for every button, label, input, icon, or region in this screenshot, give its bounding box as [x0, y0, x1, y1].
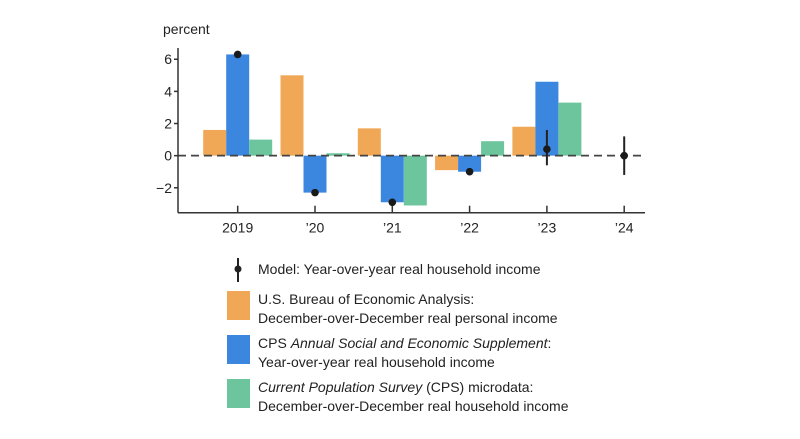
legend-cps-line2: December-over-December real household in… — [258, 398, 569, 414]
y-tick-label: 6 — [164, 51, 172, 67]
bar-bea-1 — [280, 75, 304, 156]
y-tick-label: 2 — [164, 116, 172, 132]
bar-asec-0 — [226, 54, 250, 156]
legend-asec-pre: CPS — [258, 335, 291, 351]
legend-bea-label: U.S. Bureau of Economic Analysis: Decemb… — [258, 290, 558, 328]
model-point-0 — [233, 50, 242, 59]
legend-bea-line1: U.S. Bureau of Economic Analysis: — [258, 291, 475, 307]
bar-cps-3 — [481, 141, 505, 156]
x-tick-label: 2019 — [222, 220, 253, 236]
legend-cps-italic: Current Population Survey — [258, 379, 423, 395]
legend-model-label: Model: Year-over-year real household inc… — [258, 261, 541, 277]
bar-asec-1 — [303, 155, 327, 193]
model-point-3 — [465, 167, 474, 176]
legend-cps-swatch — [227, 379, 250, 408]
legend-asec-post: : — [547, 335, 552, 351]
x-tick-label: ’21 — [383, 220, 402, 236]
model-point-4 — [543, 145, 551, 154]
bar-cps-4 — [558, 102, 582, 156]
legend-bea-swatch — [227, 291, 250, 320]
model-point-1 — [311, 188, 319, 197]
y-tick-label: 0 — [164, 148, 172, 164]
bar-asec-2 — [380, 155, 404, 203]
legend-cps-label: Current Population Survey (CPS) microdat… — [258, 378, 568, 416]
legend-asec-line2: Year-over-year real household income — [258, 354, 495, 370]
bar-cps-0 — [249, 139, 273, 156]
bar-asec-3 — [458, 155, 482, 172]
legend-bea-line2: December-over-December real personal inc… — [258, 310, 558, 326]
bar-asec-4 — [535, 81, 559, 156]
model-point-5 — [620, 151, 628, 160]
bar-bea-3 — [435, 155, 459, 171]
bar-cps-1 — [326, 153, 350, 156]
model-point-2 — [388, 198, 397, 207]
bar-bea-2 — [357, 128, 381, 156]
x-tick-label: ’22 — [460, 220, 479, 236]
legend-asec-label: CPS Annual Social and Economic Supplemen… — [258, 334, 551, 372]
y-tick-label: 4 — [164, 83, 172, 99]
y-axis-label: percent — [163, 21, 210, 37]
bar-bea-0 — [203, 129, 227, 156]
x-tick-label: ’20 — [306, 220, 325, 236]
legend-cps-post: (CPS) microdata: — [422, 379, 534, 395]
legend-asec-italic: Annual Social and Economic Supplement — [290, 335, 548, 351]
legend-asec-swatch — [227, 335, 250, 364]
y-tick-label: −2 — [156, 180, 172, 196]
x-tick-label: ’24 — [615, 220, 634, 236]
bar-bea-4 — [512, 126, 536, 156]
bar-cps-2 — [403, 155, 427, 206]
x-tick-label: ’23 — [538, 220, 557, 236]
